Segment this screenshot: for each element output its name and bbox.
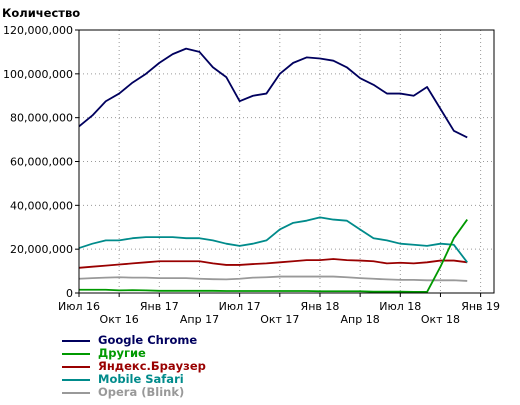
y-tick-label: 120,000,000	[3, 24, 73, 37]
series-lines	[78, 47, 468, 293]
series-line-0	[78, 47, 468, 139]
series-line-4	[78, 275, 468, 282]
x-tick-label: Апр 18	[341, 313, 380, 326]
y-tick-label: 60,000,000	[10, 156, 73, 169]
x-tick-label: Янв 17	[140, 300, 179, 313]
legend-label: Mobile Safari	[98, 372, 184, 386]
x-tick-label: Окт 18	[421, 313, 460, 326]
legend-label: Opera (Blink)	[98, 385, 185, 399]
x-tick-label: Янв 18	[301, 300, 340, 313]
legend-item: Google Chrome	[62, 334, 206, 347]
series-line-1	[79, 219, 468, 293]
x-tick-label: Янв 19	[461, 300, 500, 313]
legend-swatch	[62, 378, 90, 381]
series-line-2	[78, 258, 468, 269]
legend-swatch	[62, 365, 90, 368]
x-tick-label: Июл 17	[219, 300, 261, 313]
legend-swatch	[62, 391, 90, 394]
x-tick-label: Апр 17	[180, 313, 219, 326]
legend-label: Google Chrome	[98, 333, 198, 347]
y-axis-title: Количество	[2, 6, 80, 20]
y-tick-label: 0	[66, 287, 73, 300]
legend-item: Яндекс.Браузер	[62, 360, 206, 373]
legend-label: Другие	[98, 346, 146, 360]
x-tick-label: Июл 16	[58, 300, 100, 313]
y-tick-label: 80,000,000	[10, 112, 73, 125]
chart-legend: Google Chrome Другие Яндекс.Браузер Mobile …	[62, 334, 206, 399]
series-line-3	[78, 216, 468, 263]
legend-swatch	[62, 352, 90, 355]
y-tick-label: 40,000,000	[10, 199, 73, 212]
x-tick-label: Окт 17	[260, 313, 299, 326]
legend-item: Mobile Safari	[62, 373, 206, 386]
y-tick-label: 100,000,000	[3, 68, 73, 81]
x-tick-label: Июл 18	[379, 300, 421, 313]
legend-item: Opera (Blink)	[62, 386, 206, 399]
legend-swatch	[62, 339, 90, 342]
x-tick-label: Окт 16	[100, 313, 139, 326]
legend-item: Другие	[62, 347, 206, 360]
y-tick-label: 20,000,000	[10, 243, 73, 256]
axis-labels: 0 20,000,000 40,000,000 60,000,000 80,000,00…	[3, 24, 500, 326]
legend-label: Яндекс.Браузер	[98, 359, 206, 373]
